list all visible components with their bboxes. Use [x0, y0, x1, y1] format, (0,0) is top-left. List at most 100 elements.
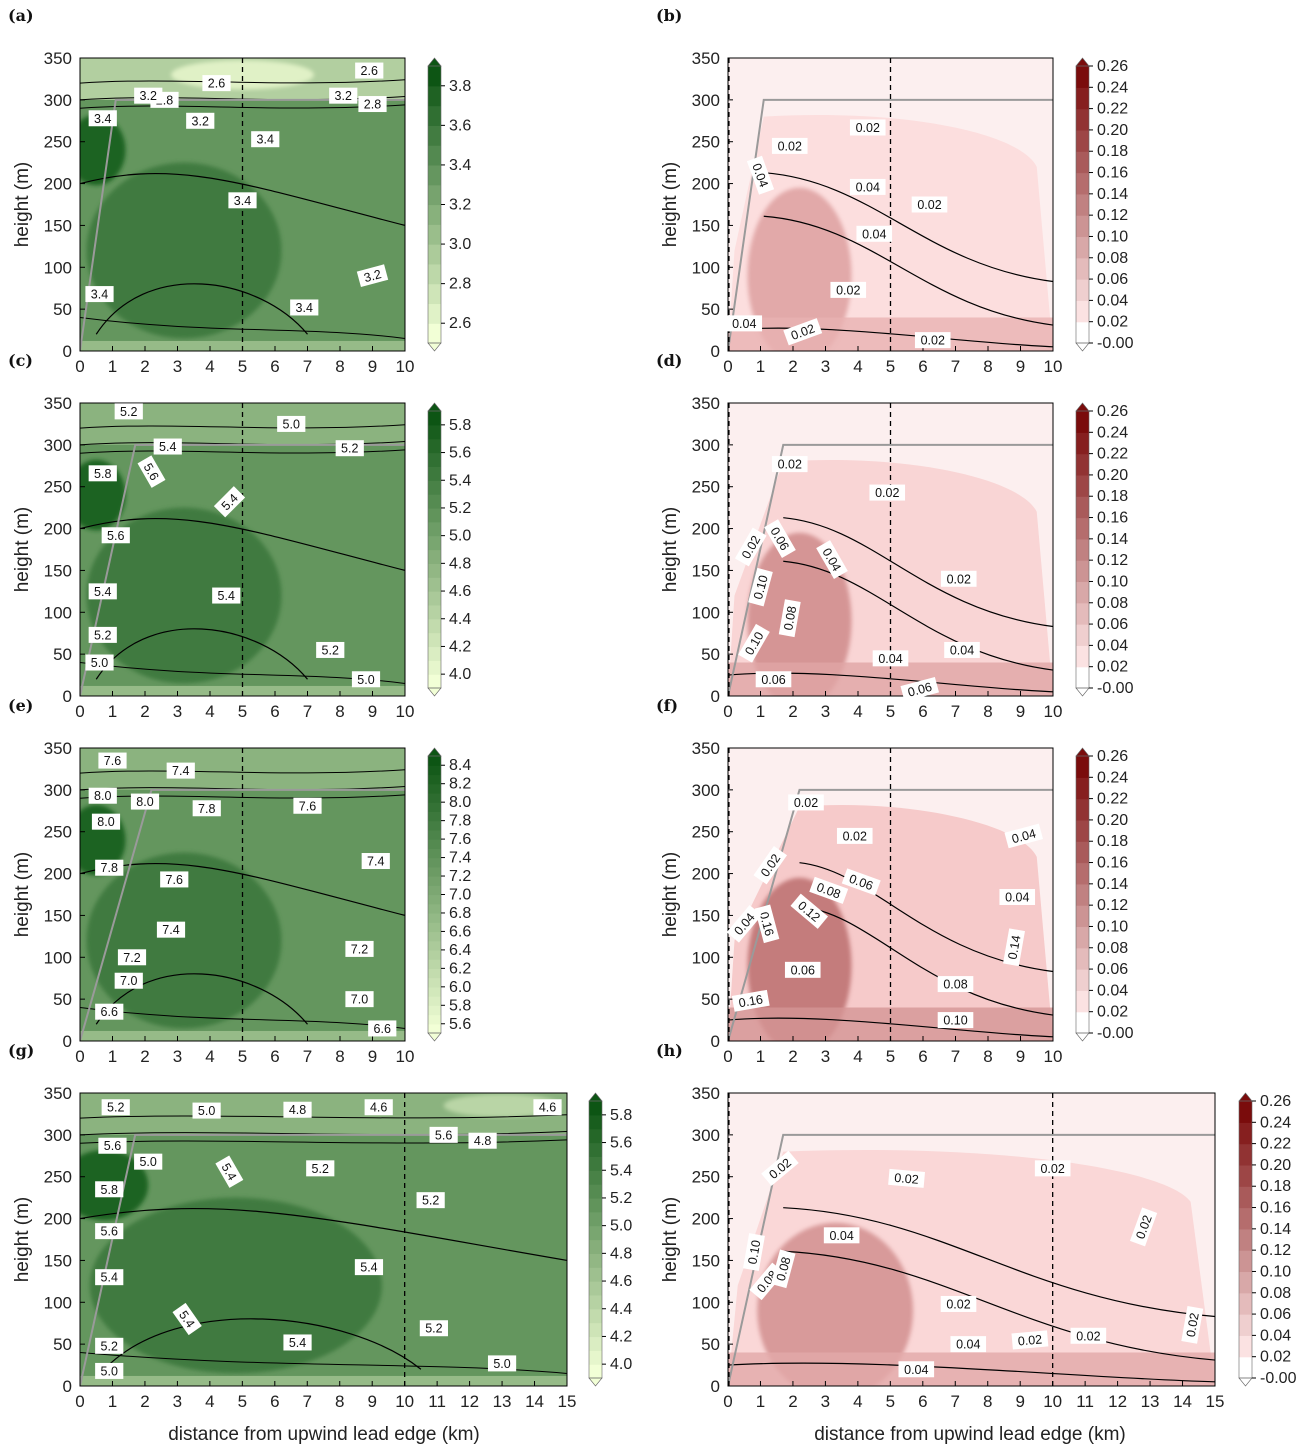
x-tick-label: 1	[108, 357, 117, 376]
contour-label-box	[114, 403, 143, 420]
x-tick-label: 9	[368, 702, 377, 721]
colorbar-segment	[428, 549, 441, 564]
colorbar-segment	[428, 774, 441, 785]
contour-label: 0.04	[1004, 823, 1044, 849]
colorbar-segment	[428, 857, 441, 868]
y-tick-label: 350	[44, 1084, 72, 1103]
colorbar-segment	[1076, 66, 1089, 88]
contour-label-box	[95, 1003, 124, 1020]
colorbar-segment	[428, 756, 441, 766]
x-tick-label: 1	[108, 1047, 117, 1066]
colorbar-extend-top	[1075, 747, 1090, 757]
contour-label-box	[306, 1160, 335, 1177]
field-surface-strip	[80, 1375, 567, 1386]
contour-label: 3.4	[85, 286, 114, 303]
x-tick-label: 10	[1044, 357, 1063, 376]
colorbar-tick-label: 0.08	[1097, 940, 1128, 957]
contour-label: 5.0	[192, 1102, 221, 1119]
colorbar-extend-top	[427, 57, 442, 67]
colorbar-segment	[428, 632, 441, 648]
contour-label-text: 5.2	[341, 442, 358, 456]
contour-label-text: 7.4	[172, 764, 189, 778]
y-tick-label: 50	[701, 645, 720, 664]
colorbar-segment	[1076, 411, 1089, 433]
contour-label-box	[869, 484, 906, 501]
colorbar-tick-label: 0.14	[1097, 876, 1128, 893]
colorbar-tick-label: 0.16	[1260, 1200, 1291, 1217]
contour-label-box	[914, 332, 951, 349]
colorbar-segment	[428, 494, 441, 509]
colorbar-tick-label: 7.0	[449, 887, 471, 904]
contour-label-text: 0.02	[856, 121, 880, 135]
contour-label: 5.8	[88, 465, 117, 482]
y-tick-label: 350	[692, 739, 720, 758]
colorbar-segment	[428, 959, 441, 969]
x-tick-label: 6	[918, 357, 927, 376]
x-tick-label: 8	[983, 1047, 992, 1066]
boundary-line	[80, 443, 405, 696]
colorbar-tick-label: 5.8	[449, 997, 471, 1014]
colorbar-tick-label: 0.18	[1260, 1178, 1291, 1195]
contour-label-text: 0.02	[946, 1297, 970, 1311]
contour-label-text: 5.6	[435, 1128, 452, 1142]
colorbar-h: 0.26 0.24 0.22 0.20 0.18 0.16 0.14 0.12 0.10 0.08…	[1238, 1092, 1297, 1387]
contour-label: 4.8	[468, 1132, 497, 1149]
contour-line	[763, 215, 1053, 326]
contour-label-text: 5.8	[101, 1183, 118, 1197]
colorbar-segment	[1076, 798, 1089, 821]
contour-label: 0.04	[872, 650, 909, 667]
contour-label-box	[91, 813, 121, 830]
y-tick-label: 50	[701, 1335, 720, 1354]
colorbar-segment	[1076, 947, 1089, 970]
y-tick-label: 0	[63, 1032, 72, 1051]
contour-label: 0.08	[937, 976, 974, 993]
contour-label: 3.2	[356, 264, 389, 288]
contour-label-box	[134, 87, 163, 104]
colorbar-segment	[428, 125, 441, 146]
contour-label-box	[999, 889, 1036, 906]
contour-label-box	[419, 1320, 448, 1337]
colorbar-tick-label: 3.4	[449, 157, 471, 174]
x-tick-label: 3	[173, 702, 182, 721]
contour-line	[728, 327, 1053, 348]
colorbar-tick-label: 0.04	[1097, 292, 1128, 309]
colorbar-segment	[1076, 215, 1089, 238]
y-tick-label: 0	[711, 687, 720, 706]
y-tick-label: 0	[711, 342, 720, 361]
y-tick-label: 250	[44, 1168, 72, 1187]
y-tick-label: 300	[692, 781, 720, 800]
contour-label: 5.6	[429, 1126, 458, 1143]
colorbar-d: 0.26 0.24 0.22 0.20 0.18 0.16 0.14 0.12 0.10 0.08…	[1075, 402, 1134, 697]
contour-line	[80, 317, 405, 339]
contour-label: 5.4	[215, 1155, 244, 1188]
x-tick-label: 0	[75, 357, 84, 376]
contour-label-text: 3.4	[296, 301, 313, 315]
contour-label: 5.8	[95, 1181, 124, 1198]
colorbar-segment	[589, 1336, 602, 1351]
x-axis-label-left: distance from upwind lead edge (km)	[168, 1424, 480, 1445]
field-surface-strip	[80, 685, 405, 696]
contour-label: 0.02	[1011, 1330, 1049, 1350]
contour-label: 0.02	[911, 196, 948, 213]
x-tick-label: 2	[788, 702, 797, 721]
panel-c: 0 1 2 3 4 5 6 7 8 9 10050100150200250300350height …	[8, 351, 471, 721]
contour-label: 5.0	[277, 415, 306, 432]
y-tick-label: 200	[692, 1210, 720, 1229]
contour-label-box	[355, 62, 384, 79]
contour-label: 5.2	[101, 1099, 130, 1116]
field-surface-strip	[80, 340, 405, 351]
contour-label-box	[95, 859, 124, 876]
x-tick-label: 2	[788, 1047, 797, 1066]
contour-label: 5.4	[354, 1259, 384, 1276]
colorbar-tick-label: 0.16	[1097, 855, 1128, 872]
colorbar-segment	[589, 1364, 602, 1379]
contour-label-box	[114, 972, 143, 989]
x-tick-label: 10	[396, 357, 415, 376]
x-tick-label: 14	[525, 1392, 544, 1411]
contour-label: 5.6	[95, 1223, 124, 1240]
contour-label-box	[215, 1155, 244, 1188]
contour-label-box	[101, 1099, 130, 1116]
contour-label: 0.04	[823, 1227, 860, 1244]
colorbar-segment	[428, 303, 441, 324]
contour-line	[799, 905, 1053, 1016]
